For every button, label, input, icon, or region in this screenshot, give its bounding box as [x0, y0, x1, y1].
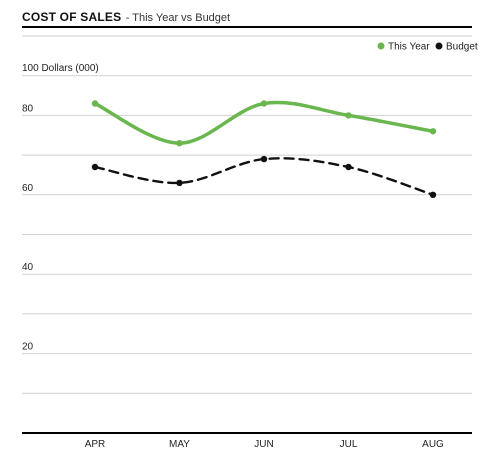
- y-tick-label: 60: [22, 183, 34, 194]
- chart-header: COST OF SALES - This Year vs Budget: [22, 8, 472, 28]
- x-tick-label: APR: [85, 439, 106, 450]
- legend: This Year Budget: [377, 42, 478, 53]
- chart-title: COST OF SALES: [22, 10, 122, 24]
- data-point-this-year: [429, 128, 437, 135]
- data-point-this-year: [345, 112, 352, 119]
- data-point-budget: [91, 163, 99, 171]
- series-lines: [93, 100, 435, 196]
- x-tick-label: JUL: [340, 439, 358, 450]
- data-point-this-year: [176, 139, 183, 147]
- data-point-budget: [176, 179, 183, 187]
- x-tick-label: JUN: [254, 439, 273, 450]
- y-tick-labels: 20 40 60 80: [22, 103, 34, 352]
- x-tick-labels: APR MAY JUN JUL AUG: [85, 439, 444, 450]
- y-tick-label: 40: [22, 262, 34, 273]
- legend-label-this-year: This Year: [388, 42, 430, 53]
- series-line-this-year: [93, 100, 435, 145]
- legend-marker-this-year: [377, 42, 385, 50]
- series-line-budget: [93, 157, 435, 196]
- series-points: [91, 100, 437, 198]
- data-point-budget: [260, 155, 268, 163]
- chart-subtitle: - This Year vs Budget: [125, 12, 231, 24]
- x-tick-label: AUG: [422, 439, 444, 450]
- y-tick-label: 20: [22, 342, 34, 353]
- x-tick-label: MAY: [169, 439, 190, 450]
- gridlines: [22, 35, 472, 394]
- legend-marker-budget: [435, 42, 443, 50]
- data-point-budget: [345, 163, 352, 171]
- data-point-budget: [429, 191, 437, 198]
- legend-label-budget: Budget: [446, 42, 478, 53]
- data-point-this-year: [260, 100, 268, 107]
- data-point-this-year: [91, 100, 99, 107]
- y-axis-label: 100 Dollars (000): [22, 63, 99, 74]
- y-tick-label: 80: [22, 103, 34, 114]
